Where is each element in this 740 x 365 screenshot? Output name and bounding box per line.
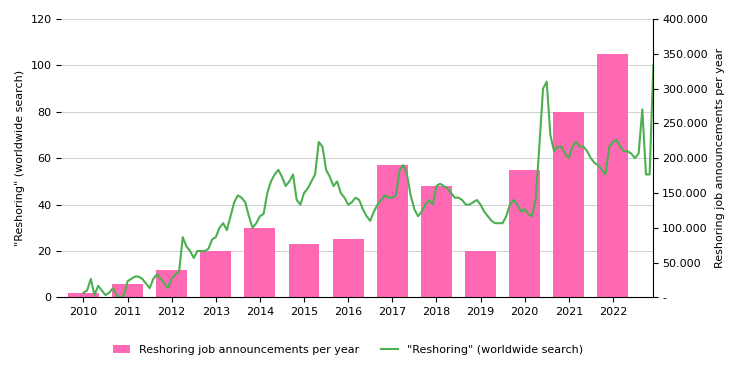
"Reshoring" (worldwide search)	[476, 203, 485, 207]
"Reshoring" (worldwide search)	[79, 291, 88, 295]
Y-axis label: Reshoring job announcements per year: Reshoring job announcements per year	[715, 48, 725, 268]
Bar	[554, 112, 584, 297]
Bar	[377, 165, 408, 297]
"Reshoring" (worldwide search)	[226, 214, 235, 218]
Bar	[201, 251, 232, 297]
"Reshoring" (worldwide search)	[421, 203, 430, 207]
"Reshoring" (worldwide search)	[649, 63, 658, 68]
"Reshoring" (worldwide search)	[318, 145, 327, 149]
Line: "Reshoring" (worldwide search): "Reshoring" (worldwide search)	[84, 65, 653, 297]
Bar	[509, 170, 540, 297]
Bar	[333, 239, 363, 297]
Bar	[597, 54, 628, 297]
Bar	[244, 228, 275, 297]
"Reshoring" (worldwide search)	[296, 203, 305, 207]
Bar	[465, 251, 496, 297]
Bar	[112, 284, 143, 297]
Bar	[421, 186, 452, 297]
Legend: Reshoring job announcements per year, "Reshoring" (worldwide search): Reshoring job announcements per year, "R…	[109, 341, 587, 360]
Bar	[289, 244, 320, 297]
"Reshoring" (worldwide search)	[115, 295, 124, 300]
Bar	[68, 293, 99, 297]
"Reshoring" (worldwide search)	[542, 80, 551, 84]
Y-axis label: "Reshoring" (worldwide search): "Reshoring" (worldwide search)	[15, 70, 25, 246]
Bar	[156, 270, 187, 297]
